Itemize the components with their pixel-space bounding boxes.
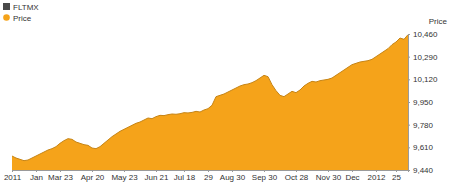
y-tick-label: 9,950 (413, 98, 434, 107)
y-tick-mark (408, 34, 410, 35)
x-tick: Sep 30 (252, 170, 278, 182)
x-axis: 2011 Jan Mar 23 Apr 20 May 23 Jun 21 Jul 18 29 A… (4, 170, 409, 182)
x-tick-label: 29 (204, 173, 213, 182)
y-axis-title: Price (429, 17, 448, 26)
x-tick-label: Oct 28 (285, 173, 309, 182)
y-tick-mark (408, 102, 410, 103)
plot-marks (12, 35, 408, 170)
legend-marker (3, 14, 10, 21)
y-axis: 9,440 9,610 9,780 9,950 10,120 10,290 10,460 (408, 30, 438, 175)
chart-title: FLTMX (13, 3, 39, 12)
y-tick: 9,780 (408, 121, 434, 130)
title-swatch (3, 3, 10, 10)
x-tick: Jun 21 (144, 170, 169, 182)
y-tick-label: 10,460 (413, 30, 438, 39)
x-tick: May 23 (111, 170, 138, 182)
legend-label: Price (13, 14, 32, 23)
x-tick: 25 (392, 170, 401, 182)
x-tick-label: Dec (345, 173, 359, 182)
y-tick-label: 9,780 (413, 121, 434, 130)
y-tick-mark (408, 147, 410, 148)
y-tick: 9,440 (408, 166, 434, 175)
y-tick: 9,610 (408, 143, 434, 152)
x-tick-label: Jul 18 (174, 173, 196, 182)
x-tick-label: 2012 (368, 173, 386, 182)
x-tick: Apr 20 (81, 170, 105, 182)
y-tick: 9,950 (408, 98, 434, 107)
y-tick-label: 9,610 (413, 143, 434, 152)
y-axis-line (409, 35, 411, 171)
x-tick-label: Aug 30 (220, 173, 246, 182)
price-area (12, 35, 408, 170)
y-tick-mark (408, 79, 410, 80)
chart-container: 2011 Jan Mar 23 Apr 20 May 23 Jun 21 Jul 18 29 A… (0, 0, 450, 185)
y-tick-mark (408, 125, 410, 126)
legend: FLTMX Price (3, 3, 39, 23)
x-tick-label: Apr 20 (81, 173, 105, 182)
x-tick: Dec (345, 170, 359, 182)
x-tick-label: 2011 (4, 173, 22, 182)
x-tick: 2012 (368, 170, 386, 182)
x-tick: Mar 23 (48, 170, 73, 182)
x-tick: Oct 28 (285, 170, 309, 182)
x-tick: 29 (204, 170, 213, 182)
y-tick: 10,290 (408, 53, 438, 62)
y-tick-mark (408, 170, 410, 171)
x-tick-label: Jun 21 (144, 173, 169, 182)
x-tick: 2011 (4, 170, 22, 182)
x-tick-label: May 23 (111, 173, 138, 182)
x-tick: Jan (30, 170, 43, 182)
x-tick-label: Mar 23 (48, 173, 73, 182)
y-tick: 10,460 (408, 30, 438, 39)
x-tick: Aug 30 (220, 170, 246, 182)
x-tick-label: Nov 30 (316, 173, 342, 182)
y-tick-label: 9,440 (413, 166, 434, 175)
x-tick: Nov 30 (316, 170, 342, 182)
price-line (12, 35, 408, 161)
x-tick-label: 25 (392, 173, 401, 182)
x-tick: Jul 18 (174, 170, 196, 182)
y-tick-mark (408, 57, 410, 58)
chart-svg: 2011 Jan Mar 23 Apr 20 May 23 Jun 21 Jul 18 29 A… (0, 0, 450, 185)
y-tick-label: 10,290 (413, 53, 438, 62)
x-tick-label: Sep 30 (252, 173, 278, 182)
y-tick: 10,120 (408, 75, 438, 84)
y-tick-label: 10,120 (413, 75, 438, 84)
x-tick-label: Jan (30, 173, 43, 182)
